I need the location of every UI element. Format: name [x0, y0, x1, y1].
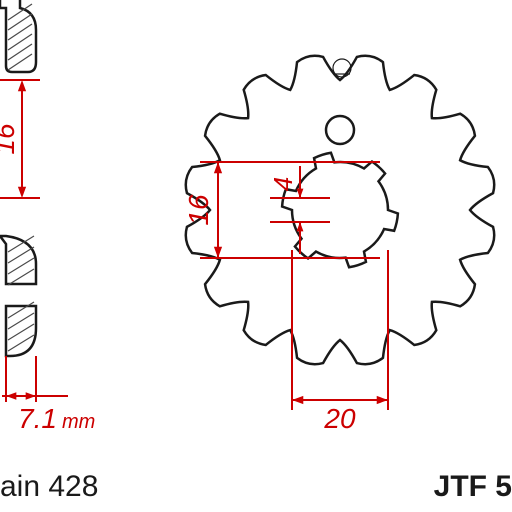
- dim-profile-width-unit: mm: [62, 411, 95, 433]
- sprocket-face: [186, 56, 494, 364]
- label-chain: ain 428: [0, 470, 98, 503]
- sprocket-relief-hole: [326, 116, 354, 144]
- label-part: JTF 5: [434, 470, 512, 503]
- profile-bottom-section: [0, 236, 36, 402]
- profile-top-section: [0, 0, 36, 72]
- dim-sprocket-16: 16: [183, 194, 214, 226]
- dim-profile-16-text: 16: [0, 123, 20, 155]
- sprocket-dimensions: 16 4 20: [183, 162, 388, 434]
- labels: ain 428 JTF 5: [0, 470, 512, 503]
- dim-profile-width: 7.1mm: [2, 392, 95, 434]
- dim-profile-width-val: 7.1: [18, 403, 57, 434]
- dim-sprocket-20: 20: [323, 403, 356, 434]
- dim-profile-16: 16: [0, 80, 40, 198]
- dim-sprocket-4: 4: [268, 177, 298, 191]
